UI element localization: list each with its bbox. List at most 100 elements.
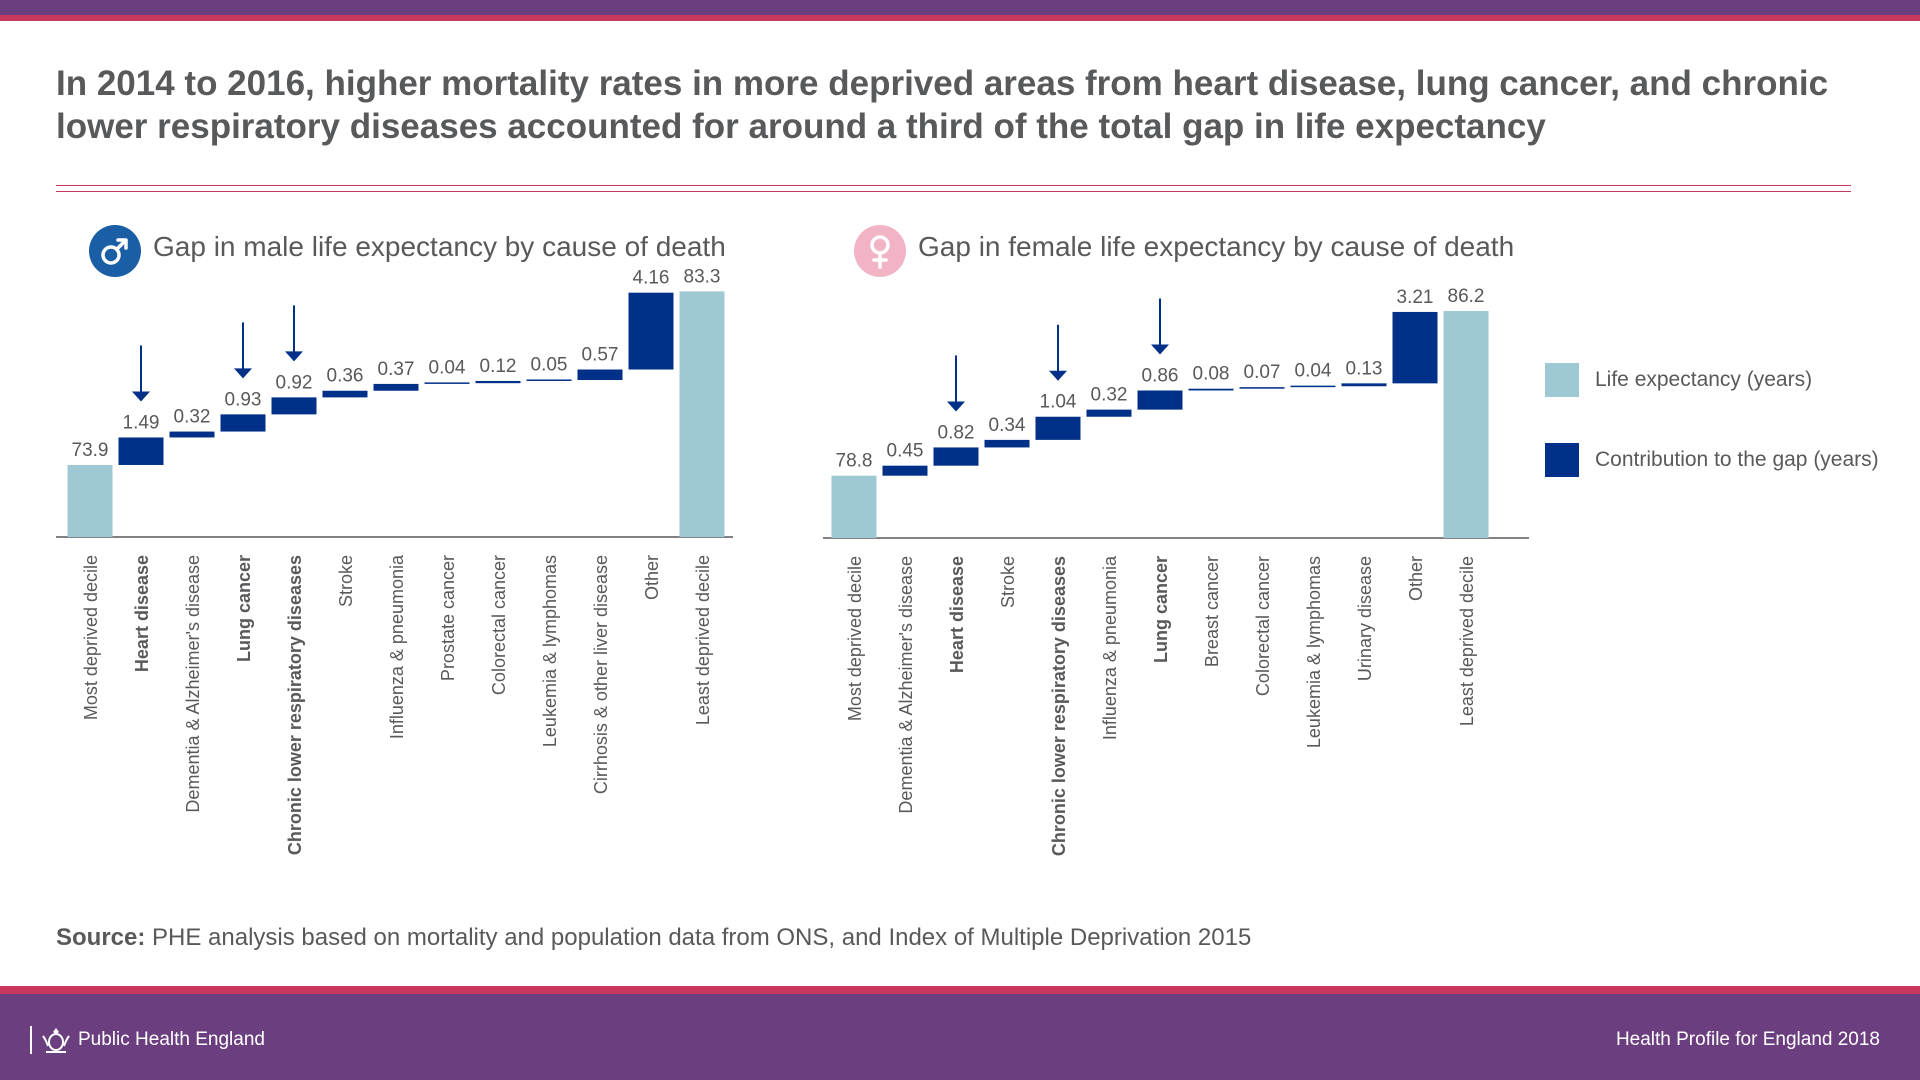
female-bar-urinary-disease [1341,383,1387,387]
female-category-label-influenza-pneumonia: Influenza & pneumonia [1100,555,1120,740]
female-arrow-down-icon-lung-cancer [1151,344,1169,355]
male-value-label-lung-cancer: 0.93 [225,389,262,410]
title-rule-top [56,185,1851,186]
page-title: In 2014 to 2016, higher mortality rates … [56,64,1829,146]
male-category-label-influenza-pneumonia: Influenza & pneumonia [387,554,407,739]
footer-publication: Health Profile for England 2018 [1615,1029,1880,1050]
footer-organisation: Public Health England [78,1029,265,1050]
male-bar-colorectal-cancer [475,380,521,384]
female-value-label-other: 3.21 [1397,287,1434,308]
female-value-label-colorectal-cancer: 0.07 [1244,362,1281,383]
male-bar-stroke [322,390,368,398]
female-category-label-breast-cancer: Breast cancer [1202,556,1222,667]
female-bar-chronic-lower-respiratory-diseases [1035,416,1081,440]
male-value-label-dementia-alzheimer-s-disease: 0.32 [174,407,211,428]
legend-swatch-contribution [1545,443,1579,477]
female-value-label-influenza-pneumonia: 0.32 [1091,385,1128,406]
female-value-label-breast-cancer: 0.08 [1193,364,1230,385]
female-bar-stroke [984,439,1030,448]
female-bar-least-deprived-decile [1443,311,1489,538]
royal-crest-icon [42,1028,70,1053]
male-chart-title: Gap in male life expectancy by cause of … [153,231,726,262]
female-bar-dementia-alzheimer-s-disease [882,465,928,476]
male-bar-influenza-pneumonia [373,383,419,391]
legend-label-contribution: Contribution to the gap (years) [1595,448,1879,471]
male-category-label-prostate-cancer: Prostate cancer [438,555,458,681]
male-category-label-dementia-alzheimer-s-disease: Dementia & Alzheimer's disease [183,555,203,813]
female-bar-colorectal-cancer [1239,387,1285,389]
female-bar-leukemia-lymphomas [1290,385,1336,388]
male-value-label-stroke: 0.36 [327,366,364,387]
male-bar-most-deprived-decile [67,464,113,537]
female-category-label-other: Other [1406,556,1426,601]
male-value-label-colorectal-cancer: 0.12 [480,356,517,377]
footer-accent-line [0,986,1920,994]
male-bar-chronic-lower-respiratory-diseases [271,397,317,415]
source-label: Source: [56,924,146,951]
male-arrow-down-icon-lung-cancer [234,368,252,379]
female-category-label-stroke: Stroke [998,556,1018,608]
male-value-label-cirrhosis-other-liver-disease: 0.57 [582,345,619,366]
male-bar-heart-disease [118,437,164,465]
title-rule-bottom [56,191,1851,192]
female-category-label-leukemia-lymphomas: Leukemia & lymphomas [1304,556,1324,748]
male-category-label-colorectal-cancer: Colorectal cancer [489,555,509,695]
male-category-label-stroke: Stroke [336,555,356,607]
female-category-label-least-deprived-decile: Least deprived decile [1457,556,1477,726]
female-value-label-least-deprived-decile: 86.2 [1448,286,1485,307]
male-category-label-least-deprived-decile: Least deprived decile [693,555,713,725]
male-value-label-least-deprived-decile: 83.3 [684,266,721,287]
male-value-label-other: 4.16 [633,268,670,289]
female-category-label-most-deprived-decile: Most deprived decile [845,556,865,721]
female-value-label-heart-disease: 0.82 [938,422,975,443]
female-chart-title: Gap in female life expectancy by cause o… [918,231,1515,262]
legend-item-contribution: Contribution to the gap (years) [1545,443,1885,479]
footer-separator [30,1026,32,1054]
male-category-label-leukemia-lymphomas: Leukemia & lymphomas [540,555,560,747]
legend-swatch-life-expectancy [1545,363,1579,397]
female-category-label-lung-cancer: Lung cancer [1151,556,1171,663]
female-value-label-lung-cancer: 0.86 [1142,365,1179,386]
male-category-label-cirrhosis-other-liver-disease: Cirrhosis & other liver disease [591,555,611,794]
male-value-label-leukemia-lymphomas: 0.05 [531,354,568,375]
female-bar-most-deprived-decile [831,475,877,538]
male-bar-prostate-cancer [424,382,470,384]
male-bar-lung-cancer [220,414,266,432]
female-category-label-heart-disease: Heart disease [947,556,967,673]
female-category-label-chronic-lower-respiratory-diseases: Chronic lower respiratory diseases [1049,556,1069,856]
male-arrow-down-icon-heart-disease [132,391,150,402]
male-bar-dementia-alzheimer-s-disease [169,431,215,438]
female-value-label-chronic-lower-respiratory-diseases: 1.04 [1040,392,1077,413]
male-arrow-down-icon-chronic-lower-respiratory-diseases [285,351,303,362]
male-bar-other [628,292,674,370]
female-category-label-urinary-disease: Urinary disease [1355,556,1375,681]
source-text: PHE analysis based on mortality and popu… [152,924,1252,951]
female-arrow-down-icon-heart-disease [947,401,965,412]
footer-banner: Public Health England Health Profile for… [0,994,1920,1080]
legend-label-life-expectancy: Life expectancy (years) [1595,368,1813,391]
male-category-label-lung-cancer: Lung cancer [234,555,254,662]
legend-item-life-expectancy: Life expectancy (years) [1545,363,1885,399]
male-bar-cirrhosis-other-liver-disease [577,369,623,381]
male-category-label-most-deprived-decile: Most deprived decile [81,555,101,720]
top-banner [0,0,1920,15]
male-value-label-most-deprived-decile: 73.9 [72,440,109,461]
male-category-label-other: Other [642,555,662,600]
male-category-label-chronic-lower-respiratory-diseases: Chronic lower respiratory diseases [285,555,305,855]
female-bar-breast-cancer [1188,388,1234,391]
male-value-label-chronic-lower-respiratory-diseases: 0.92 [276,372,313,393]
female-bar-other [1392,311,1438,384]
female-value-label-leukemia-lymphomas: 0.04 [1295,361,1332,382]
male-value-label-heart-disease: 1.49 [123,412,160,433]
female-arrow-down-icon-chronic-lower-respiratory-diseases [1049,370,1067,381]
male-category-label-heart-disease: Heart disease [132,555,152,672]
female-value-label-most-deprived-decile: 78.8 [836,451,873,472]
male-bar-leukemia-lymphomas [526,379,572,381]
female-category-label-dementia-alzheimer-s-disease: Dementia & Alzheimer's disease [896,556,916,814]
male-bar-least-deprived-decile [679,291,725,537]
female-value-label-dementia-alzheimer-s-disease: 0.45 [887,441,924,462]
male-symbol-icon [89,225,141,277]
female-category-label-colorectal-cancer: Colorectal cancer [1253,556,1273,696]
